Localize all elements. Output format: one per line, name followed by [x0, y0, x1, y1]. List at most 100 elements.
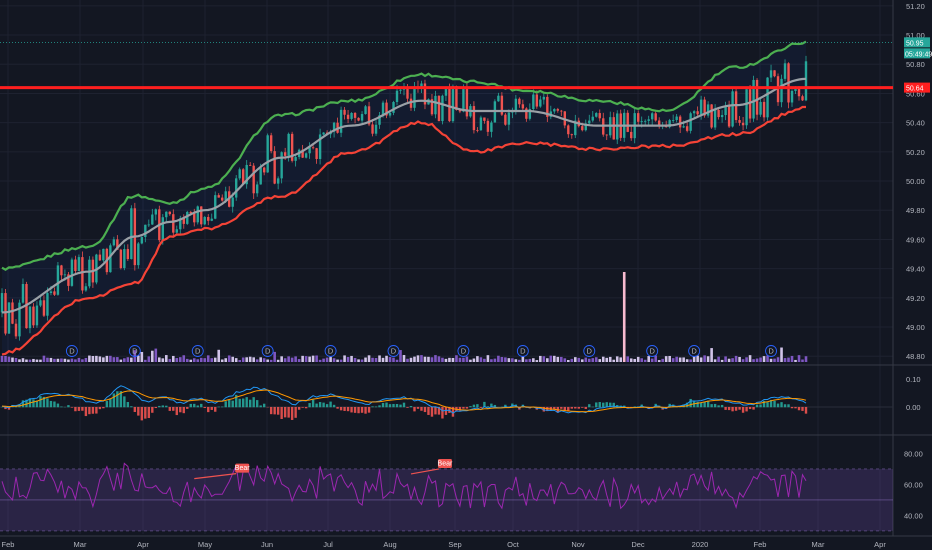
macd-histogram-bar [259, 405, 262, 408]
candle-body [542, 96, 546, 100]
candle-body [570, 134, 573, 136]
volume-bar [486, 355, 490, 362]
macd-line [1, 385, 807, 414]
macd-histogram-bar [248, 399, 252, 408]
candle-body [630, 131, 633, 139]
candle-body [332, 122, 336, 132]
volume-bar [206, 355, 210, 362]
macd-histogram-bar [203, 406, 206, 408]
volume-bar [269, 359, 273, 362]
macd-histogram-bar [280, 406, 283, 419]
volume-bar [640, 358, 644, 362]
macd-histogram-bar [542, 406, 546, 412]
macd-histogram-bar [374, 406, 378, 408]
volume-bar [11, 357, 14, 362]
candle-body [224, 191, 227, 201]
candle-body [353, 112, 357, 118]
candle-body [650, 113, 654, 120]
dividend-marker-label: D [265, 347, 271, 356]
macd-pane [0, 385, 893, 421]
volume-bar [650, 358, 654, 362]
macd-histogram-bar [193, 403, 196, 408]
volume-bar [469, 359, 472, 362]
macd-histogram-bar [469, 406, 472, 408]
macd-histogram-bar [567, 406, 570, 412]
volume-bar [42, 355, 46, 362]
price-tick-label: 51.20 [906, 2, 925, 11]
macd-histogram-bar [633, 406, 636, 408]
volume-bar [192, 358, 196, 362]
candle-body [423, 83, 427, 105]
volume-bar [556, 356, 560, 362]
candle-body [437, 95, 441, 122]
volume-bar [703, 355, 706, 362]
candle-body [67, 274, 70, 286]
candle-body [175, 229, 178, 233]
macd-histogram-bar [325, 404, 329, 408]
volume-bar [437, 356, 441, 362]
time-tick-label: Nov [571, 540, 585, 549]
macd-histogram-bar [574, 406, 577, 409]
volume-bar [448, 357, 451, 362]
candle-body [172, 214, 175, 233]
macd-histogram-bar [273, 406, 276, 415]
volume-bar [381, 357, 385, 362]
volume-bar [276, 359, 280, 362]
volume-bar [178, 357, 182, 362]
candle-body [801, 96, 804, 101]
volume-bar [294, 356, 297, 362]
volume-bar [287, 356, 290, 362]
candle-body [248, 164, 252, 166]
candle-body [598, 113, 601, 119]
volume-bar [724, 356, 727, 362]
candle-body [560, 110, 563, 112]
volume-bar [112, 357, 116, 362]
macd-histogram-bar [773, 400, 776, 408]
candle-body [637, 113, 640, 122]
macd-histogram-bar [472, 404, 476, 408]
macd-histogram-bar [490, 403, 493, 408]
time-tick-label: 2020 [692, 540, 709, 549]
volume-bar [154, 348, 158, 362]
divergence-tag [235, 463, 250, 473]
volume-bar [525, 359, 528, 362]
macd-histogram-bar [381, 402, 385, 408]
volume-bar [497, 355, 500, 362]
price-tick-label: 48.80 [906, 352, 925, 361]
candle-body [444, 87, 448, 96]
volume-bar [657, 360, 661, 362]
candle-body [154, 209, 158, 215]
volume-bar [441, 357, 444, 362]
countdown-tag [904, 48, 930, 59]
volume-bar [185, 358, 189, 362]
macd-histogram-bar [727, 406, 731, 411]
divergence-label: Bear [438, 460, 453, 467]
candle-body [535, 94, 539, 107]
macd-tick-label: 0.00 [906, 403, 921, 412]
dividend-marker-label: D [391, 347, 397, 356]
macd-histogram-bar [602, 402, 605, 408]
candle-body [53, 291, 56, 295]
macd-histogram-bar [595, 402, 598, 408]
volume-bar [727, 358, 731, 362]
macd-histogram-bar [444, 406, 448, 415]
candle-body [612, 117, 615, 140]
volume-bar [161, 358, 165, 362]
macd-histogram-bar [724, 406, 727, 410]
volume-bar [594, 357, 598, 362]
rsi-tick-label: 40.00 [904, 511, 923, 520]
macd-histogram-bar [395, 403, 399, 408]
volume-bar [70, 358, 74, 362]
volume-bar [682, 357, 685, 362]
macd-histogram-bar [584, 406, 587, 409]
candle-body [262, 167, 266, 173]
volume-bar [53, 358, 56, 362]
price-axis: 51.20 51.00 50.80 50.60 50.40 50.20 50.00 49.80… [904, 2, 932, 520]
macd-histogram-bar [797, 406, 801, 411]
candle-body [647, 119, 650, 121]
macd-histogram-bar [476, 404, 479, 408]
macd-histogram-bar [297, 406, 301, 410]
candle-body [203, 217, 206, 225]
